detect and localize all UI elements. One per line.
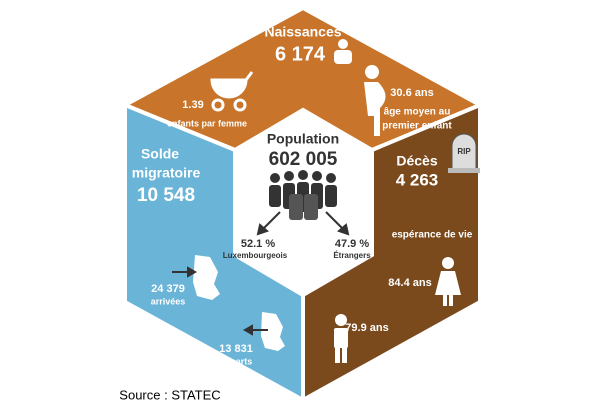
pram-icon bbox=[210, 71, 254, 112]
woman-icon bbox=[435, 257, 461, 306]
births-value: 6 174 bbox=[275, 43, 326, 65]
deaths-segment bbox=[301, 102, 482, 404]
fertility-label: enfants par femme bbox=[167, 118, 247, 128]
population-title: Population bbox=[267, 131, 339, 147]
life-expectancy-women: 84.4 ans bbox=[388, 277, 431, 289]
migration-title: Solde bbox=[141, 146, 179, 162]
births-title: Naissances bbox=[264, 24, 341, 40]
man-icon bbox=[334, 314, 348, 363]
pregnant-icon bbox=[364, 65, 386, 136]
foreign-label: Étrangers bbox=[333, 251, 371, 260]
lux-label: Luxembourgeois bbox=[223, 251, 288, 260]
split-arrows bbox=[256, 211, 350, 236]
tomb-text: RIP bbox=[457, 147, 471, 156]
people-icon bbox=[269, 170, 337, 220]
population-value: 602 005 bbox=[269, 149, 338, 170]
arrival-arrow bbox=[172, 266, 198, 278]
mother-age: 30.6 ans bbox=[390, 87, 433, 99]
deaths-title: Décès bbox=[396, 153, 437, 169]
fertility: 1.39 bbox=[182, 99, 203, 111]
map-arrival-icon bbox=[193, 255, 220, 300]
departures: 13 831 bbox=[219, 343, 253, 355]
lux-share: 52.1 % bbox=[241, 238, 275, 250]
baby-icon bbox=[334, 39, 352, 64]
life-expectancy-men: 79.9 ans bbox=[345, 322, 388, 334]
source: Source : STATEC bbox=[119, 387, 220, 402]
foreign-share: 47.9 % bbox=[335, 238, 369, 250]
departures-label: départs bbox=[220, 356, 253, 366]
arrivals-label: arrivées bbox=[151, 296, 186, 306]
deaths-value: 4 263 bbox=[396, 170, 439, 189]
departure-arrow bbox=[242, 324, 268, 336]
tomb-icon bbox=[448, 133, 480, 173]
arrivals: 24 379 bbox=[151, 283, 185, 295]
map-departure-icon bbox=[261, 312, 285, 351]
mother-age-label: âge moyen au bbox=[384, 107, 451, 118]
migration-value: 10 548 bbox=[137, 185, 195, 206]
migration-title: migratoire bbox=[132, 165, 201, 181]
life-expectancy-label: espérance de vie bbox=[392, 230, 473, 241]
mother-age-label: premier enfant bbox=[382, 121, 452, 132]
